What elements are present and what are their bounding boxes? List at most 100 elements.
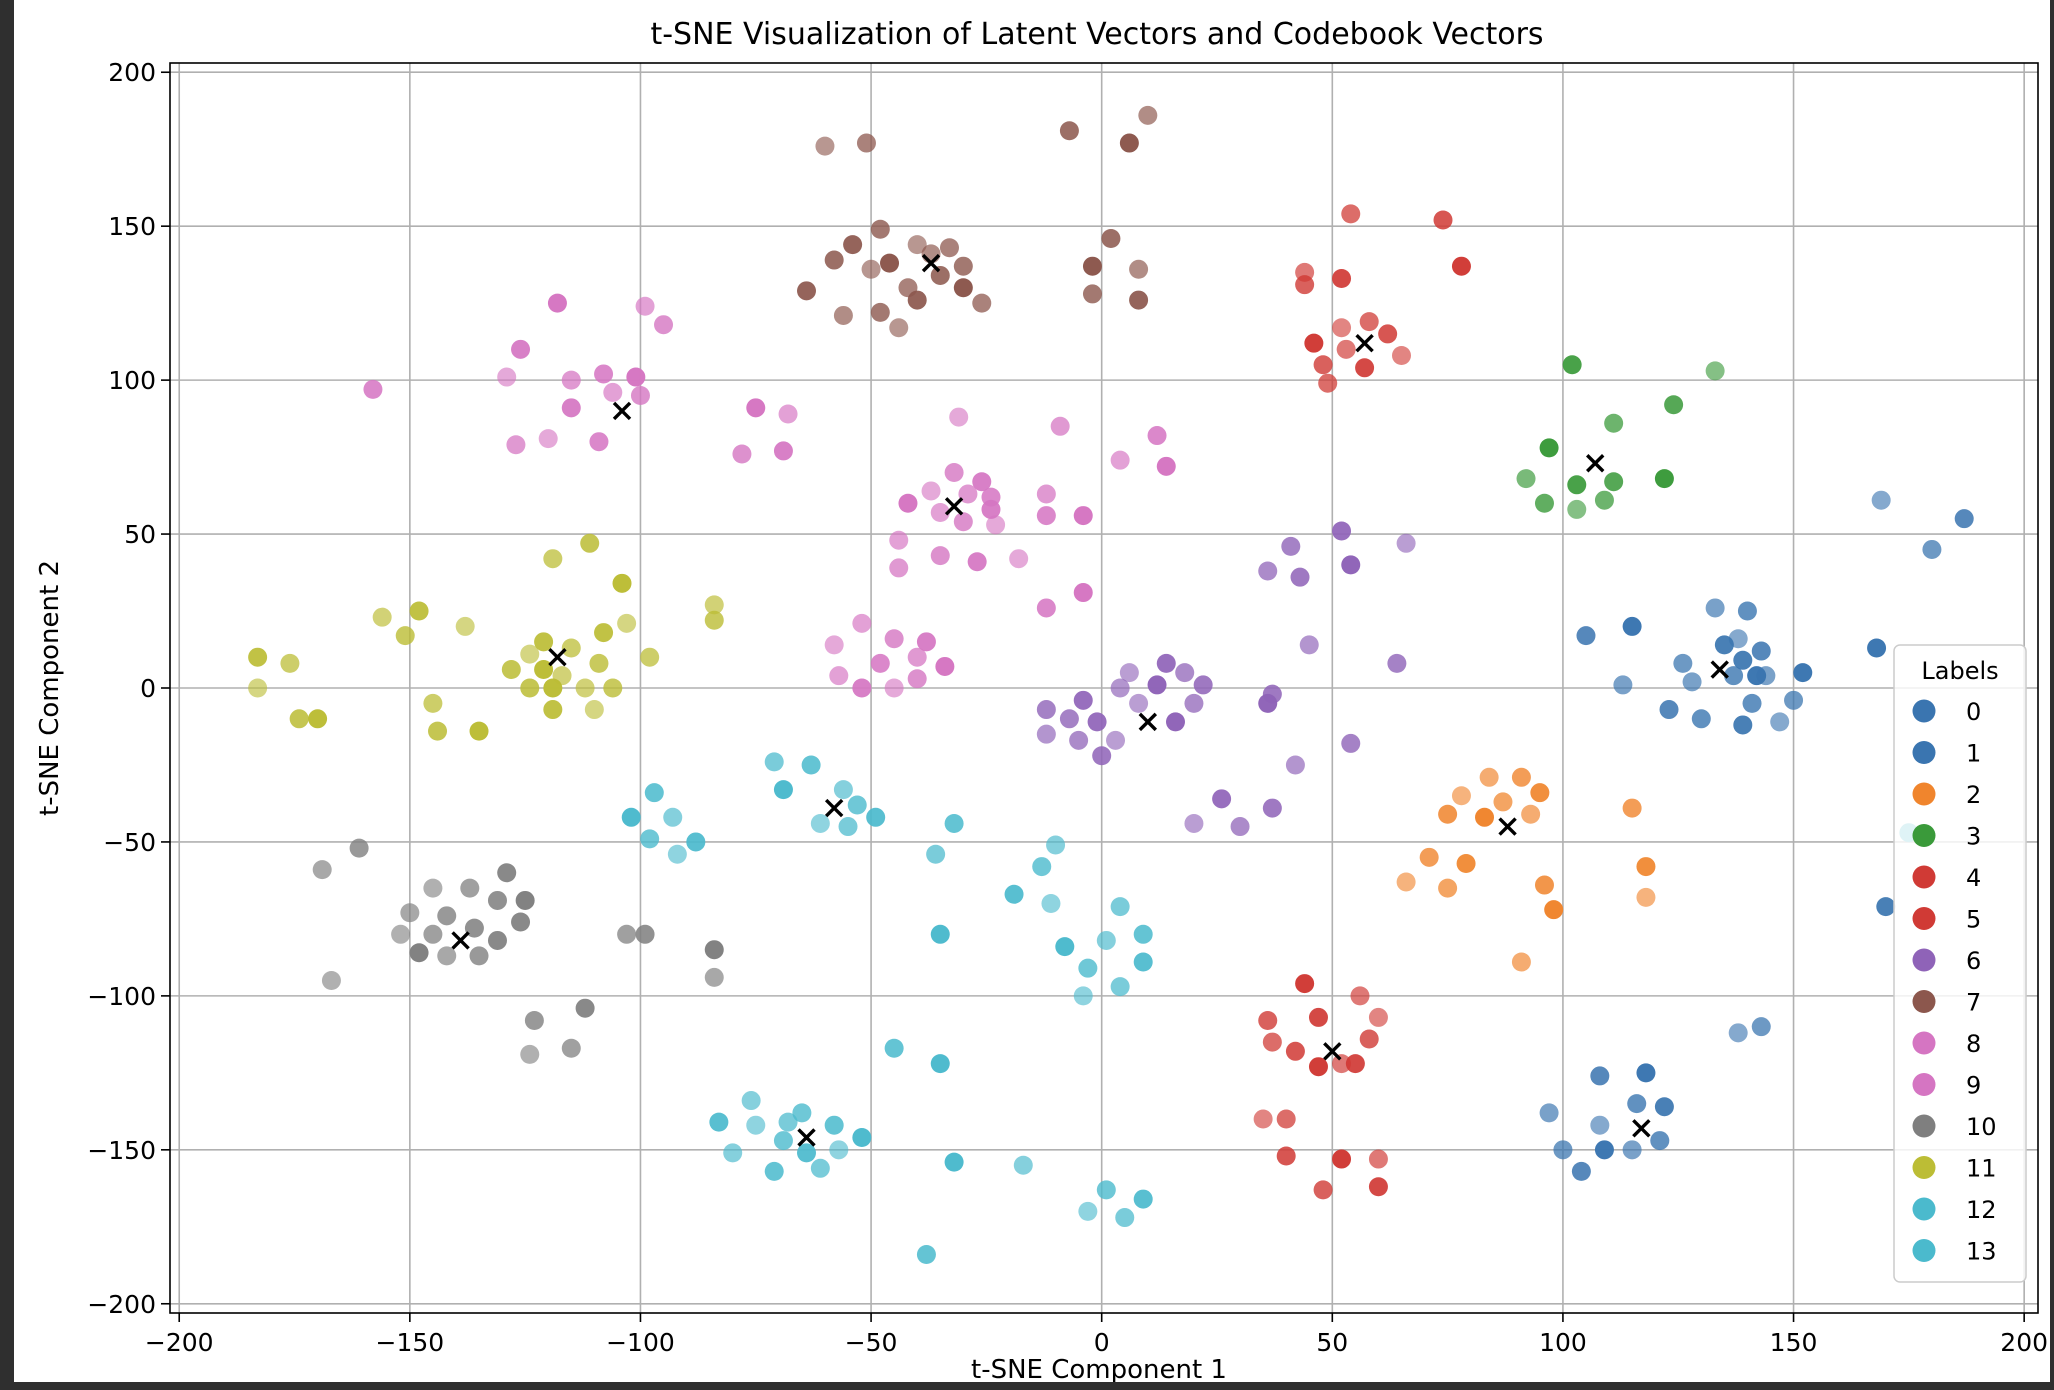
data-point-label-0 xyxy=(1756,666,1776,686)
data-point-label-1 xyxy=(1576,626,1596,646)
data-point-label-8 xyxy=(944,462,964,482)
axis-ticks: −200 −150 −100 −50 0 50 100 150 200−200−150−100−… xyxy=(87,58,2048,1357)
data-point-label-12 xyxy=(773,1131,793,1151)
data-point-label-2 xyxy=(1475,807,1495,827)
x-tick-label: −150 xyxy=(376,1328,445,1357)
data-point-label-12 xyxy=(801,755,821,775)
data-point-label-12 xyxy=(1013,1155,1033,1175)
data-point-label-0 xyxy=(1922,539,1942,559)
data-point-label-8 xyxy=(958,484,978,504)
data-point-label-4 xyxy=(1341,204,1361,224)
data-point-label-5 xyxy=(1359,1029,1379,1049)
data-point-label-8 xyxy=(889,558,909,578)
data-point-label-11 xyxy=(543,549,563,569)
data-point-label-2 xyxy=(1511,952,1531,972)
data-point-label-11 xyxy=(543,678,563,698)
data-point-label-8 xyxy=(746,398,766,418)
data-point-label-5 xyxy=(1253,1109,1273,1129)
data-point-label-12 xyxy=(686,832,706,852)
data-point-label-8 xyxy=(824,635,844,655)
data-point-label-8 xyxy=(870,653,890,673)
data-point-label-12 xyxy=(944,813,964,833)
data-point-label-6 xyxy=(1193,675,1213,695)
data-point-label-5 xyxy=(1308,1057,1328,1077)
grid xyxy=(170,63,2038,1313)
data-point-label-12 xyxy=(1133,1189,1153,1209)
data-points xyxy=(248,105,1974,1265)
data-point-label-12 xyxy=(644,783,664,803)
data-point-label-1 xyxy=(1590,1066,1610,1086)
data-point-label-6 xyxy=(1147,675,1167,695)
data-point-label-8 xyxy=(511,339,531,359)
y-tick-label: −150 xyxy=(87,1136,156,1165)
data-point-label-7 xyxy=(870,219,890,239)
data-point-label-12 xyxy=(852,1128,872,1148)
y-tick-label: 200 xyxy=(108,58,156,87)
data-point-label-11 xyxy=(520,678,540,698)
data-point-label-1 xyxy=(1622,616,1642,636)
data-point-label-3 xyxy=(1604,413,1624,433)
data-point-label-3 xyxy=(1705,361,1725,381)
data-point-label-6 xyxy=(1165,712,1185,732)
data-point-label-7 xyxy=(815,136,835,156)
data-point-label-11 xyxy=(580,533,600,553)
legend-marker xyxy=(1912,824,1936,847)
codebook-vector-marker xyxy=(548,648,567,667)
codebook-vector-marker xyxy=(1498,817,1517,836)
data-point-label-8 xyxy=(732,444,752,464)
legend-label: 13 xyxy=(1966,1238,1997,1266)
legend-marker xyxy=(1912,865,1936,889)
data-point-label-12 xyxy=(764,1161,784,1181)
data-point-label-10 xyxy=(487,890,507,910)
legend-label: 7 xyxy=(1966,989,1981,1017)
data-point-label-12 xyxy=(1110,897,1130,917)
data-point-label-6 xyxy=(1069,730,1089,750)
data-point-label-11 xyxy=(704,610,724,630)
data-point-label-11 xyxy=(584,700,604,720)
data-point-label-6 xyxy=(1258,693,1278,713)
data-point-label-10 xyxy=(511,912,531,932)
data-point-label-12 xyxy=(829,1140,849,1160)
legend-marker xyxy=(1912,1073,1936,1096)
codebook-markers xyxy=(451,253,1729,1147)
data-point-label-12 xyxy=(1115,1208,1135,1228)
data-point-label-12 xyxy=(723,1143,743,1163)
data-point-label-11 xyxy=(280,653,300,673)
data-point-label-5 xyxy=(1332,1149,1352,1169)
data-point-label-1 xyxy=(1539,1103,1559,1123)
data-point-label-2 xyxy=(1493,792,1513,812)
x-tick-label: 200 xyxy=(2000,1328,2048,1357)
data-point-label-12 xyxy=(741,1091,761,1111)
data-point-label-12 xyxy=(926,844,946,864)
data-point-label-0 xyxy=(1954,509,1974,529)
data-point-label-11 xyxy=(534,632,554,652)
data-point-label-7 xyxy=(1119,133,1139,153)
data-point-label-6 xyxy=(1119,663,1139,683)
data-point-label-10 xyxy=(520,1044,540,1064)
legend-marker xyxy=(1912,948,1936,972)
data-point-label-3 xyxy=(1534,493,1554,513)
data-point-label-7 xyxy=(930,265,950,285)
data-point-label-7 xyxy=(1082,284,1102,304)
data-point-label-6 xyxy=(1285,755,1305,775)
data-point-label-4 xyxy=(1318,373,1338,393)
data-point-label-4 xyxy=(1295,275,1315,295)
legend-label: 4 xyxy=(1966,864,1981,892)
y-tick-label: 0 xyxy=(140,674,156,703)
data-point-label-8 xyxy=(635,296,655,316)
data-point-label-3 xyxy=(1516,469,1536,489)
legend-label: 9 xyxy=(1966,1072,1981,1100)
legend-label: 2 xyxy=(1966,781,1981,809)
data-point-label-6 xyxy=(1156,653,1176,673)
codebook-vector-marker xyxy=(451,931,470,950)
data-point-label-7 xyxy=(907,235,927,255)
legend-label: 6 xyxy=(1966,947,1981,975)
data-point-label-12 xyxy=(833,780,853,800)
data-point-label-12 xyxy=(746,1115,766,1135)
legend-marker xyxy=(1912,1156,1936,1179)
data-point-label-5 xyxy=(1295,974,1315,994)
codebook-vector-marker xyxy=(1138,712,1158,732)
data-point-label-3 xyxy=(1567,499,1587,519)
data-point-label-8 xyxy=(547,293,567,313)
